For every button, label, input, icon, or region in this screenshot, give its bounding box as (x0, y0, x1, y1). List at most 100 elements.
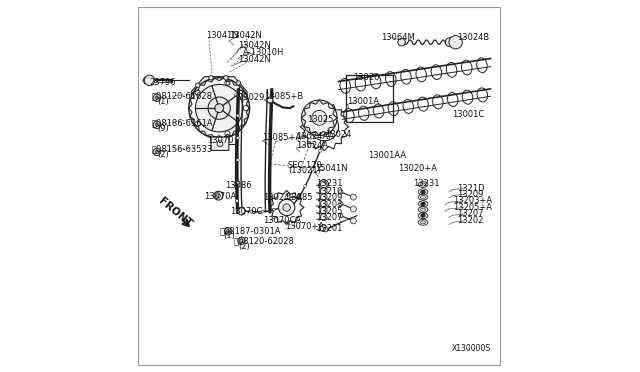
Circle shape (153, 121, 161, 129)
Text: 13202: 13202 (457, 217, 483, 225)
Circle shape (324, 228, 328, 232)
Text: X130000S: X130000S (451, 344, 490, 353)
Circle shape (236, 114, 239, 117)
Circle shape (156, 96, 159, 99)
Text: (2): (2) (239, 241, 250, 250)
Text: 13070CA: 13070CA (263, 216, 301, 225)
Circle shape (321, 181, 327, 188)
Circle shape (282, 206, 284, 209)
Circle shape (325, 132, 328, 135)
Circle shape (145, 75, 155, 86)
Circle shape (339, 202, 343, 206)
Circle shape (283, 204, 291, 211)
Circle shape (272, 208, 275, 211)
Circle shape (236, 199, 239, 202)
Text: 13086: 13086 (225, 181, 252, 190)
Circle shape (236, 181, 239, 184)
Polygon shape (191, 77, 247, 101)
Text: 13025: 13025 (307, 115, 333, 124)
Circle shape (321, 201, 327, 207)
Circle shape (278, 199, 295, 216)
Text: Ⓑ08120-62028: Ⓑ08120-62028 (234, 236, 295, 246)
Ellipse shape (420, 190, 426, 193)
Text: Ⓑ08156-63533: Ⓑ08156-63533 (152, 144, 212, 153)
Text: 13085+A: 13085+A (262, 133, 301, 142)
Text: 13020+A: 13020+A (399, 164, 438, 173)
Circle shape (153, 148, 161, 155)
Circle shape (261, 210, 264, 213)
Circle shape (215, 104, 223, 113)
Text: 13001C: 13001C (452, 110, 484, 119)
Text: FRONT: FRONT (156, 196, 193, 229)
Text: (1): (1) (223, 231, 236, 240)
Text: 13201: 13201 (316, 224, 342, 233)
Circle shape (321, 123, 328, 131)
Circle shape (153, 94, 161, 102)
Text: 13024B: 13024B (457, 32, 490, 42)
Circle shape (216, 194, 220, 198)
Circle shape (296, 197, 300, 200)
Text: Ⓑ08120-61628: Ⓑ08120-61628 (152, 92, 212, 101)
Text: 1321D: 1321D (457, 184, 484, 193)
Circle shape (217, 141, 223, 147)
Ellipse shape (420, 208, 426, 211)
Text: 13042N: 13042N (239, 41, 271, 50)
Circle shape (234, 94, 237, 97)
Text: (1): (1) (157, 97, 169, 106)
Circle shape (236, 81, 241, 85)
Text: 13231: 13231 (413, 179, 440, 188)
Text: 13231: 13231 (316, 179, 343, 188)
Text: 13203: 13203 (316, 200, 343, 209)
Ellipse shape (420, 196, 426, 199)
Circle shape (310, 113, 339, 141)
Circle shape (243, 106, 248, 111)
FancyBboxPatch shape (211, 137, 229, 150)
Polygon shape (143, 77, 150, 84)
Text: 13024+A: 13024+A (263, 193, 302, 202)
Circle shape (227, 230, 230, 233)
Text: 13070+A: 13070+A (285, 221, 324, 231)
Circle shape (311, 168, 314, 171)
Circle shape (240, 239, 243, 243)
Ellipse shape (418, 189, 428, 195)
Text: 13210: 13210 (316, 187, 342, 196)
Circle shape (350, 194, 356, 200)
Text: 13020: 13020 (353, 73, 380, 82)
Text: 13070A: 13070A (204, 192, 237, 201)
Circle shape (267, 97, 273, 103)
Ellipse shape (418, 182, 428, 187)
Text: 13205+A: 13205+A (453, 203, 492, 212)
Circle shape (223, 76, 228, 80)
Circle shape (225, 131, 230, 136)
Text: 13042N: 13042N (239, 55, 271, 64)
Text: 13070C: 13070C (230, 208, 262, 217)
Circle shape (225, 228, 232, 235)
Circle shape (321, 194, 327, 201)
Circle shape (445, 38, 454, 46)
Text: SEC.120: SEC.120 (287, 161, 322, 170)
Circle shape (226, 82, 229, 85)
Text: 13085+B: 13085+B (264, 92, 303, 101)
Circle shape (316, 119, 333, 135)
Text: 13029: 13029 (237, 93, 264, 102)
Circle shape (250, 210, 253, 213)
Text: 13203+A: 13203+A (453, 196, 493, 205)
Ellipse shape (418, 213, 428, 219)
Ellipse shape (418, 207, 428, 213)
Circle shape (236, 137, 239, 139)
Circle shape (195, 84, 243, 132)
Text: 13209: 13209 (457, 190, 483, 199)
Text: 13042N: 13042N (229, 31, 262, 41)
Text: 13085: 13085 (286, 193, 312, 202)
Ellipse shape (420, 202, 426, 205)
Text: 13070: 13070 (207, 136, 234, 145)
Circle shape (240, 208, 243, 211)
Circle shape (319, 149, 321, 152)
Circle shape (195, 90, 200, 95)
Bar (346, 75, 392, 122)
Circle shape (195, 121, 200, 126)
Circle shape (339, 190, 343, 194)
Ellipse shape (420, 183, 426, 186)
Circle shape (195, 83, 200, 87)
Circle shape (321, 214, 327, 221)
